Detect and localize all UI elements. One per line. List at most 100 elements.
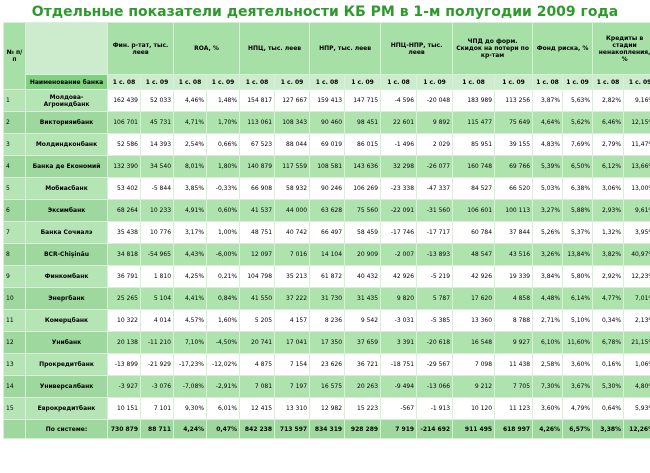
- table-cell: 52 586: [108, 134, 141, 156]
- table-cell: 20 909: [345, 244, 381, 266]
- table-cell: 20 138: [108, 332, 141, 354]
- table-cell: 8,01%: [174, 156, 207, 178]
- header-period: 1 с. 09: [345, 75, 381, 90]
- table-cell: 17 620: [453, 288, 495, 310]
- total-cell: 3,38%: [593, 420, 624, 439]
- table-cell: 5,62%: [563, 112, 593, 134]
- bank-name: Молдиндконбанк: [26, 134, 108, 156]
- table-cell: 3,67%: [563, 376, 593, 398]
- bank-name: Банка де Економий: [26, 156, 108, 178]
- table-cell: 9,16%: [624, 90, 650, 112]
- table-cell: 63 628: [310, 200, 345, 222]
- bank-name: Финкомбанк: [26, 266, 108, 288]
- row-number: 2: [4, 112, 26, 134]
- table-cell: 1,60%: [207, 310, 240, 332]
- table-cell: -17,23%: [174, 354, 207, 376]
- header-period: 1 с. 09: [563, 75, 593, 90]
- row-number: 12: [4, 332, 26, 354]
- header-chpd: ЧПД до форм. Скидок на потери по кр-там: [453, 23, 533, 75]
- table-cell: -9 494: [381, 376, 417, 398]
- row-number: 11: [4, 310, 26, 332]
- bank-indicators-table: № п/п Фин. р-тат, тыс. леев ROA, % НПЦ, …: [3, 22, 650, 439]
- table-cell: 4,25%: [174, 266, 207, 288]
- table-cell: 10 776: [141, 222, 174, 244]
- table-cell: 3,60%: [563, 354, 593, 376]
- table-cell: 2,58%: [533, 354, 563, 376]
- table-cell: 5 104: [141, 288, 174, 310]
- table-cell: 9 820: [381, 288, 417, 310]
- bank-name: Универсалбанк: [26, 376, 108, 398]
- table-cell: 3,85%: [174, 178, 207, 200]
- table-cell: 11,60%: [563, 332, 593, 354]
- table-cell: 31 435: [345, 288, 381, 310]
- table-cell: 21,15%: [624, 332, 650, 354]
- table-cell: 4,43%: [174, 244, 207, 266]
- table-cell: 43 516: [495, 244, 533, 266]
- table-cell: 6,78%: [593, 332, 624, 354]
- table-cell: 34 540: [141, 156, 174, 178]
- table-cell: 10 120: [453, 398, 495, 420]
- table-cell: 113 061: [240, 112, 275, 134]
- row-number: 5: [4, 178, 26, 200]
- table-cell: 5,80%: [563, 266, 593, 288]
- table-cell: 16 548: [453, 332, 495, 354]
- table-cell: 35 438: [108, 222, 141, 244]
- table-cell: 7,01%: [624, 288, 650, 310]
- table-cell: 31 730: [310, 288, 345, 310]
- table-cell: 6,10%: [533, 332, 563, 354]
- table-cell: 35 213: [275, 266, 310, 288]
- header-empty: [26, 23, 108, 75]
- table-cell: 37 844: [495, 222, 533, 244]
- table-cell: 2,92%: [593, 266, 624, 288]
- bank-name: Мобиасбанк: [26, 178, 108, 200]
- table-cell: 0,84%: [207, 288, 240, 310]
- table-cell: 104 798: [240, 266, 275, 288]
- header-period: 1 с. 08: [240, 75, 275, 90]
- table-cell: 4,46%: [174, 90, 207, 112]
- table-cell: 75 649: [495, 112, 533, 134]
- table-cell: -5 219: [417, 266, 453, 288]
- table-cell: 85 951: [453, 134, 495, 156]
- total-cell: 7 919: [381, 420, 417, 439]
- table-cell: 7 101: [141, 398, 174, 420]
- table-cell: 12 982: [310, 398, 345, 420]
- table-cell: 2,71%: [533, 310, 563, 332]
- total-cell: 88 711: [141, 420, 174, 439]
- header-period: 1 с. 09: [417, 75, 453, 90]
- table-cell: 66 908: [240, 178, 275, 200]
- table-cell: 0,21%: [207, 266, 240, 288]
- row-number: 15: [4, 398, 26, 420]
- header-risk-fund: Фонд риска, %: [533, 23, 593, 75]
- table-cell: 5,63%: [563, 90, 593, 112]
- table-cell: 15 223: [345, 398, 381, 420]
- table-cell: 7,10%: [174, 332, 207, 354]
- table-cell: 7 016: [275, 244, 310, 266]
- table-cell: 4 875: [240, 354, 275, 376]
- table-cell: 45 731: [141, 112, 174, 134]
- header-period: 1 с. 08: [174, 75, 207, 90]
- table-cell: 1,06%: [624, 354, 650, 376]
- table-cell: 3,17%: [174, 222, 207, 244]
- table-cell: 0,66%: [207, 134, 240, 156]
- table-cell: -1 496: [381, 134, 417, 156]
- table-cell: 2,93%: [593, 200, 624, 222]
- table-cell: 4 858: [495, 288, 533, 310]
- table-cell: 17 041: [275, 332, 310, 354]
- total-cell: 911 495: [453, 420, 495, 439]
- table-cell: 3,27%: [533, 200, 563, 222]
- table-cell: 14 104: [310, 244, 345, 266]
- table-cell: 106 601: [453, 200, 495, 222]
- table-cell: 13,00%: [624, 178, 650, 200]
- table-cell: 3,87%: [533, 90, 563, 112]
- table-cell: 6,12%: [593, 156, 624, 178]
- total-cell: 842 238: [240, 420, 275, 439]
- total-cell: 6,57%: [563, 420, 593, 439]
- table-cell: 5,88%: [563, 200, 593, 222]
- table-cell: 20 741: [240, 332, 275, 354]
- table-cell: 58 932: [275, 178, 310, 200]
- header-period: 1 с. 09: [495, 75, 533, 90]
- table-cell: 4,57%: [174, 310, 207, 332]
- table-cell: 9 212: [453, 376, 495, 398]
